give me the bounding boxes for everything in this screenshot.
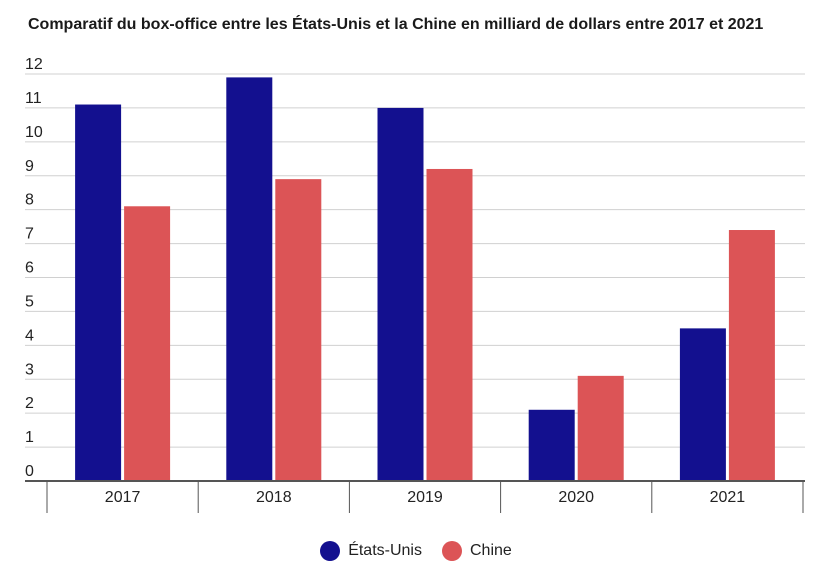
y-tick-label-10: 10 <box>25 124 43 141</box>
legend-item-etats-unis[interactable]: États-Unis <box>320 541 422 561</box>
legend-swatch-chine <box>441 541 462 561</box>
legend: États-Unis Chine <box>0 541 832 561</box>
y-tick-label-6: 6 <box>25 260 34 277</box>
x-axis <box>25 480 805 513</box>
x-tick-label-2021: 2021 <box>710 489 746 506</box>
x-tick-label-2018: 2018 <box>256 489 292 506</box>
bar-chine-2017[interactable] <box>124 206 171 481</box>
y-tick-label-0: 0 <box>25 463 34 480</box>
bar-chine-2020[interactable] <box>577 375 624 481</box>
y-tick-label-11: 11 <box>25 90 42 107</box>
bar-etats-unis-2019[interactable] <box>377 107 424 482</box>
y-tick-label-4: 4 <box>25 327 34 344</box>
x-tick-label-2020: 2020 <box>558 489 594 506</box>
x-axis-ticks: 2017 2018 2019 2020 2021 <box>105 489 745 506</box>
legend-swatch-etats-unis <box>320 541 341 561</box>
chart-title: Comparatif du box-office entre les États… <box>28 16 764 33</box>
y-tick-label-2: 2 <box>25 395 34 412</box>
y-tick-label-3: 3 <box>25 361 34 378</box>
x-tick-label-2017: 2017 <box>105 489 141 506</box>
x-tick-label-2019: 2019 <box>407 489 443 506</box>
bar-etats-unis-2020[interactable] <box>528 409 575 481</box>
bars <box>75 77 775 482</box>
y-tick-label-8: 8 <box>25 192 34 209</box>
legend-item-chine[interactable]: Chine <box>441 541 512 561</box>
y-tick-label-7: 7 <box>25 226 34 243</box>
y-tick-label-12: 12 <box>25 56 43 73</box>
bar-chine-2019[interactable] <box>426 168 473 481</box>
bar-chine-2018[interactable] <box>275 179 322 481</box>
y-tick-label-9: 9 <box>25 158 34 175</box>
bar-chine-2021[interactable] <box>728 230 775 481</box>
bar-etats-unis-2017[interactable] <box>75 104 122 482</box>
legend-label-chine: Chine <box>469 542 512 559</box>
bar-etats-unis-2018[interactable] <box>226 77 273 482</box>
bar-etats-unis-2021[interactable] <box>679 328 726 481</box>
y-tick-label-1: 1 <box>25 429 34 446</box>
legend-label-etats-unis: États-Unis <box>348 542 422 559</box>
y-tick-label-5: 5 <box>25 293 34 310</box>
